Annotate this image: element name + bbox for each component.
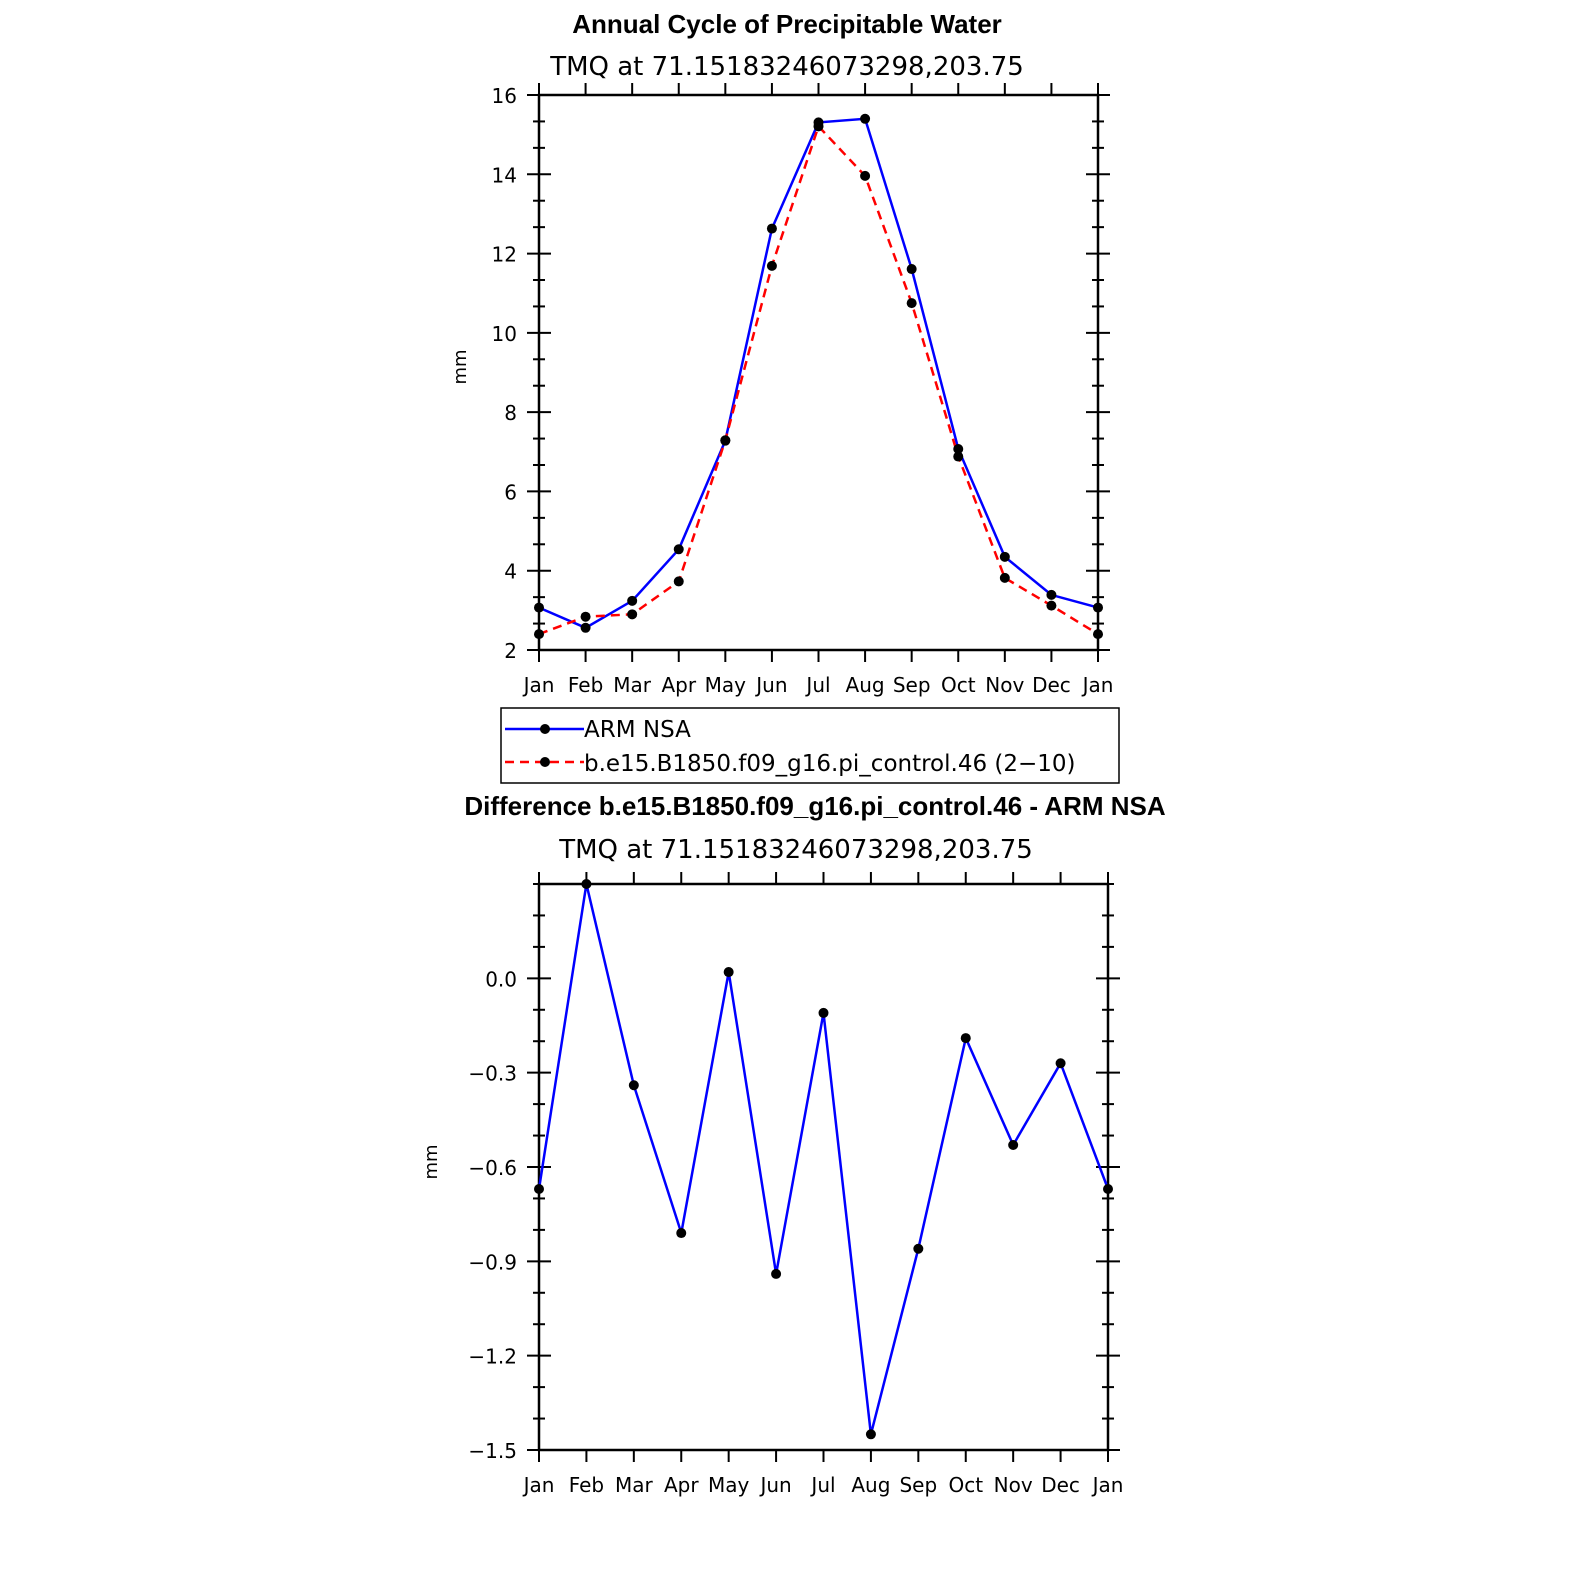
data-point-s0-5 (771, 1268, 782, 1279)
x-tick-label: Mar (615, 1473, 654, 1497)
series-line-0 (537, 883, 1110, 1435)
legend-box (500, 707, 1120, 784)
data-point-s1-0 (534, 629, 544, 640)
x-tick-label: Nov (985, 673, 1024, 697)
y-tick-label: 6 (504, 480, 517, 504)
top-chart-title: Annual Cycle of Precipitable Water (572, 9, 1002, 39)
data-point-s0-9 (960, 1033, 971, 1044)
data-point-s0-2 (628, 1080, 639, 1091)
legend-label-model: b.e15.B1850.f09_g16.pi_control.46 (2−10) (584, 751, 1076, 777)
data-point-s1-1 (580, 611, 591, 622)
y-tick-label: 10 (492, 322, 517, 346)
bottom-plot-area: Jan Feb Mar Apr May Jun Jul Aug Sep Oct Nov Dec Jan−… (468, 872, 1123, 1497)
y-tick-label: 16 (492, 84, 517, 108)
y-tick-label: −0.3 (468, 1062, 517, 1086)
data-point-s0-12 (1093, 602, 1103, 613)
y-tick-label: 12 (492, 243, 517, 267)
x-tick-label: Apr (661, 673, 696, 697)
data-point-s0-11 (1055, 1058, 1066, 1069)
data-point-s1-4 (720, 435, 731, 446)
y-tick-label: 0.0 (485, 967, 517, 991)
legend: ARM NSA b.e15.B1850.f09_g16.pi_control.4… (500, 707, 1120, 784)
data-point-s1-2 (627, 609, 638, 620)
series-line-0 (538, 117, 1099, 630)
x-tick-label: Feb (569, 1473, 604, 1497)
data-point-s1-3 (673, 576, 684, 587)
top-chart-ylabel: mm (450, 349, 471, 384)
data-point-s0-8 (906, 264, 917, 275)
x-tick-label: Dec (1041, 1473, 1080, 1497)
bottom-chart-title: Difference b.e15.B1850.f09_g16.pi_contro… (464, 791, 1166, 821)
data-point-s0-11 (1046, 589, 1057, 600)
data-point-s1-9 (953, 451, 964, 462)
x-tick-label: Dec (1032, 673, 1071, 697)
x-tick-label: Feb (568, 673, 603, 697)
data-point-s0-10 (999, 551, 1010, 562)
x-tick-label: Mar (613, 673, 652, 697)
data-point-s0-0 (534, 1184, 544, 1195)
x-tick-label: Jul (804, 673, 830, 697)
x-tick-label: Sep (899, 1473, 937, 1497)
data-point-s1-8 (906, 298, 917, 309)
legend-marker-model (540, 757, 550, 767)
legend-label-arm-nsa: ARM NSA (584, 717, 691, 743)
data-point-s0-6 (818, 1007, 829, 1018)
y-tick-label: 2 (504, 639, 517, 663)
data-point-s0-4 (723, 967, 734, 978)
y-tick-label: −1.2 (468, 1345, 517, 1369)
data-point-s0-3 (676, 1228, 687, 1239)
data-point-s1-7 (860, 170, 871, 181)
data-point-s0-2 (627, 595, 638, 606)
data-point-s1-6 (813, 121, 824, 132)
data-point-s0-1 (581, 879, 592, 889)
x-tick-label: Jun (754, 673, 787, 697)
legend-marker-arm-nsa (540, 724, 550, 734)
x-tick-label: Jan (522, 673, 555, 697)
data-point-s0-1 (580, 622, 591, 633)
x-tick-label: Oct (948, 1473, 983, 1497)
x-tick-label: Apr (664, 1473, 699, 1497)
x-tick-label: May (708, 1473, 750, 1497)
data-point-s0-0 (534, 602, 544, 613)
top-chart-subtitle: TMQ at 71.15183246073298,203.75 (549, 52, 1024, 82)
x-tick-label: Oct (941, 673, 976, 697)
data-point-s0-7 (860, 113, 871, 124)
x-tick-label: Aug (846, 673, 885, 697)
x-tick-label: Jan (522, 1473, 555, 1497)
data-point-s0-7 (865, 1429, 876, 1440)
series-line-1 (538, 123, 1099, 636)
plot-frame (537, 93, 1100, 652)
y-tick-label: −0.9 (468, 1250, 517, 1274)
y-tick-label: −0.6 (468, 1156, 517, 1180)
bottom-chart-subtitle: TMQ at 71.15183246073298,203.75 (558, 835, 1033, 865)
x-tick-label: Nov (994, 1473, 1033, 1497)
y-tick-label: 14 (492, 163, 517, 187)
top-plot-area: Jan Feb Mar Apr May Jun Jul Aug Sep Oct Nov Dec Jan2… (492, 83, 1114, 697)
y-tick-label: 4 (504, 560, 517, 584)
data-point-s1-5 (766, 260, 777, 271)
data-point-s0-5 (766, 223, 777, 234)
x-tick-label: May (705, 673, 747, 697)
y-tick-label: −1.5 (468, 1439, 517, 1463)
data-point-s0-12 (1103, 1184, 1113, 1195)
x-tick-label: Sep (893, 673, 931, 697)
plot-frame (537, 882, 1110, 1452)
x-tick-label: Jul (809, 1473, 835, 1497)
data-point-s1-10 (999, 572, 1010, 583)
x-tick-label: Jan (1081, 673, 1114, 697)
data-point-s0-8 (913, 1243, 924, 1254)
bottom-chart-ylabel: mm (421, 1144, 442, 1179)
data-point-s0-10 (1008, 1139, 1019, 1150)
data-point-s0-3 (673, 544, 684, 555)
x-tick-label: Jan (1091, 1473, 1124, 1497)
x-tick-label: Jun (758, 1473, 791, 1497)
x-tick-label: Aug (851, 1473, 890, 1497)
y-tick-label: 8 (504, 401, 517, 425)
data-point-s0-9 (953, 444, 964, 455)
data-point-s1-11 (1046, 600, 1057, 611)
data-point-s1-12 (1093, 629, 1103, 640)
